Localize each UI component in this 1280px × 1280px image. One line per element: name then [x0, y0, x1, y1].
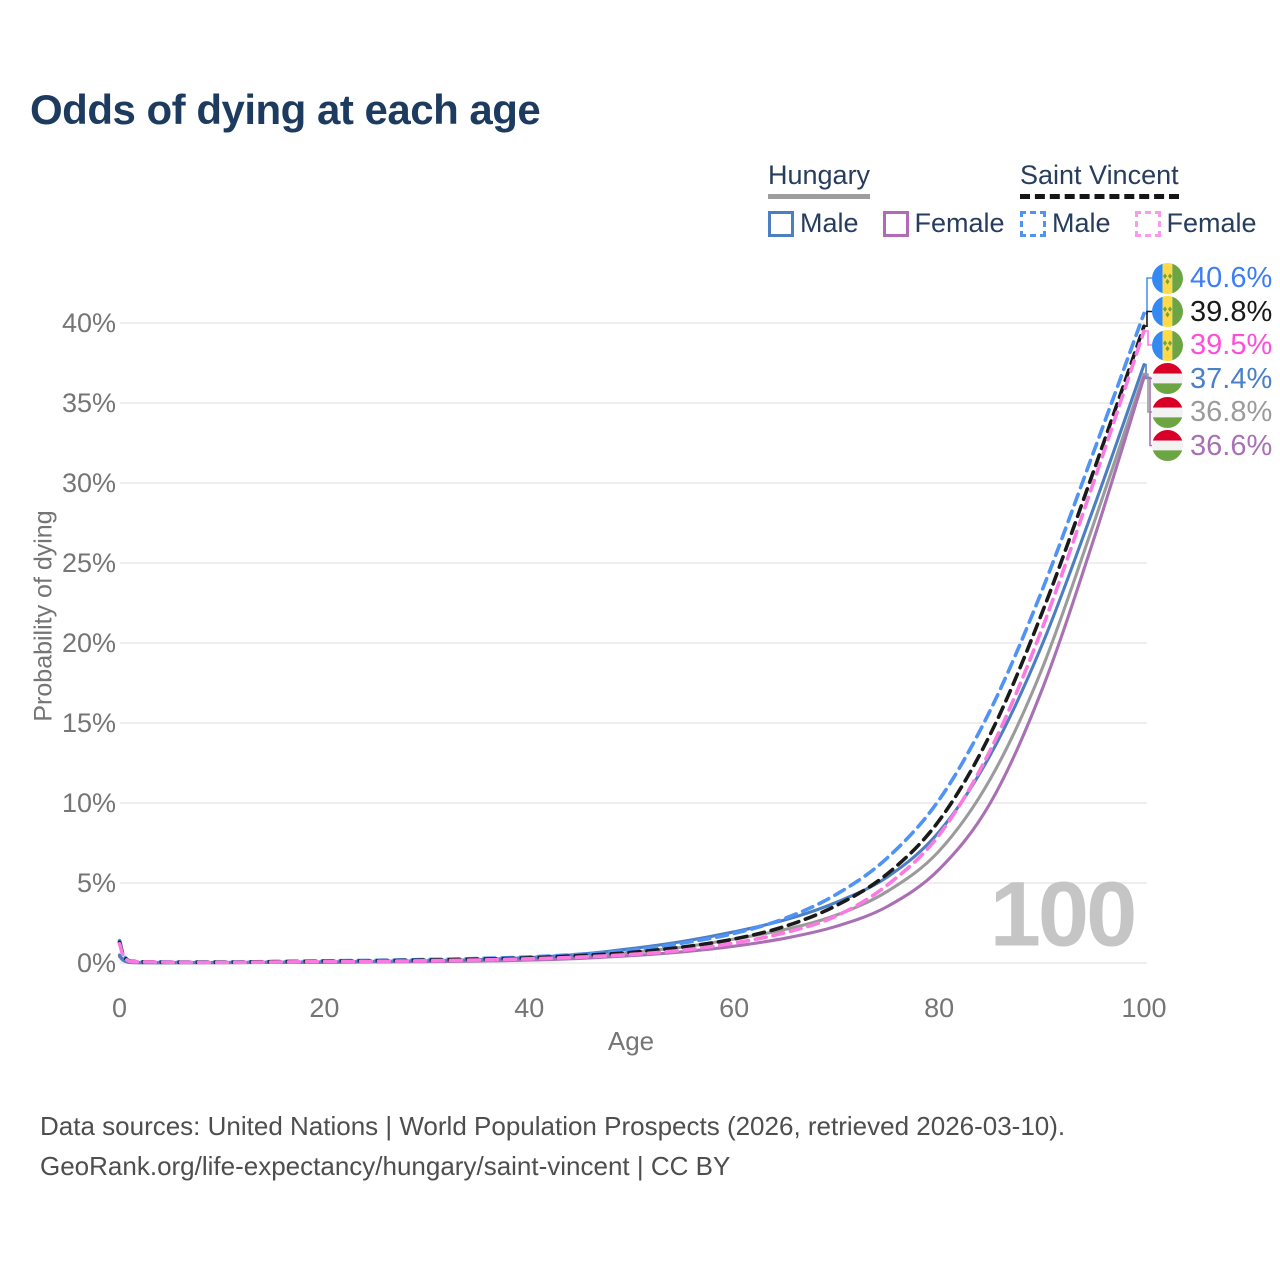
series-end-label: 39.5%: [1152, 329, 1272, 361]
series-end-label: 40.6%: [1152, 262, 1272, 294]
end-label-leader-line: [1144, 363, 1152, 380]
y-tick-label: 30%: [61, 468, 116, 498]
legend-item-saint-vincent-female[interactable]: Female: [1134, 208, 1257, 239]
end-label-value: 39.5%: [1190, 329, 1273, 361]
hungary-male-swatch-icon: [768, 210, 794, 237]
end-label-leader-line: [1144, 330, 1152, 346]
end-label-value: 36.8%: [1190, 396, 1273, 428]
legend-item-label: Male: [1052, 208, 1111, 238]
legend-item-hungary-female[interactable]: Female: [882, 208, 1005, 239]
legend-items-saint-vincent: Male Female: [1020, 208, 1257, 239]
x-tick-label: 20: [309, 993, 340, 1023]
end-label-leader-line: [1144, 277, 1152, 315]
end-label-value: 39.8%: [1190, 295, 1273, 328]
saint-vincent-flag-icon: [1152, 262, 1183, 294]
hungary-flag-icon: [1152, 363, 1183, 394]
end-label-leader-line: [1144, 373, 1152, 413]
y-tick-label: 10%: [61, 788, 116, 818]
end-label-value: 40.6%: [1190, 262, 1273, 294]
hungary-flag-icon: [1152, 396, 1183, 428]
y-tick-label: 15%: [61, 708, 116, 738]
y-tick-label: 0%: [76, 948, 116, 978]
x-tick-label: 80: [924, 993, 955, 1023]
legend-group-saint-vincent: Saint Vincent Male Female: [1020, 160, 1257, 239]
footer: Data sources: United Nations | World Pop…: [40, 1106, 1065, 1186]
y-axis-title: Probability of dying: [29, 510, 58, 722]
y-tick-label: 40%: [61, 308, 116, 338]
hungary-female-swatch-icon: [882, 210, 909, 237]
end-label-leader-line: [1144, 376, 1152, 447]
y-tick-label: 5%: [76, 868, 116, 898]
footer-data-sources: Data sources: United Nations | World Pop…: [40, 1111, 1066, 1141]
hovered-age-watermark: 100: [989, 863, 1137, 966]
legend-item-saint-vincent-male[interactable]: Male: [1020, 208, 1111, 239]
saint-vincent-female-swatch-icon: [1134, 210, 1161, 237]
legend-item-hungary-male[interactable]: Male: [768, 208, 859, 239]
saint-vincent-male-swatch-icon: [1020, 210, 1046, 237]
footer-attribution-link[interactable]: GeoRank.org/life-expectancy/hungary/sain…: [40, 1151, 731, 1181]
legend-item-label: Female: [914, 208, 1005, 238]
y-tick-label: 35%: [61, 388, 116, 418]
series-end-label: 39.8%: [1152, 296, 1272, 328]
x-tick-label: 0: [111, 993, 128, 1023]
x-tick-label: 60: [719, 993, 750, 1023]
legend-group-saint-vincent-label[interactable]: Saint Vincent: [1020, 160, 1179, 199]
x-tick-label: 100: [1121, 993, 1167, 1023]
series-end-label: 36.8%: [1152, 396, 1272, 428]
end-label-leader-line: [1144, 310, 1152, 327]
series-end-label: 36.6%: [1152, 430, 1272, 462]
y-tick-label: 25%: [61, 548, 116, 578]
page-title: Odds of dying at each age: [30, 86, 541, 133]
legend-items-hungary: Male Female: [768, 208, 1005, 239]
x-axis-title: Age: [607, 1026, 655, 1056]
end-label-value: 36.6%: [1190, 429, 1273, 462]
legend-group-hungary-label[interactable]: Hungary: [768, 160, 871, 199]
end-label-value: 37.4%: [1190, 362, 1273, 395]
legend-item-label: Female: [1166, 208, 1257, 238]
saint-vincent-flag-icon: [1152, 296, 1183, 327]
legend-item-label: Male: [800, 208, 859, 238]
legend-group-hungary: Hungary Male Female: [768, 160, 1005, 239]
series-end-label: 37.4%: [1152, 363, 1272, 395]
x-tick-label: 40: [514, 993, 545, 1023]
y-tick-label: 20%: [61, 628, 116, 658]
saint-vincent-flag-icon: [1152, 329, 1183, 361]
hungary-flag-icon: [1152, 430, 1183, 461]
